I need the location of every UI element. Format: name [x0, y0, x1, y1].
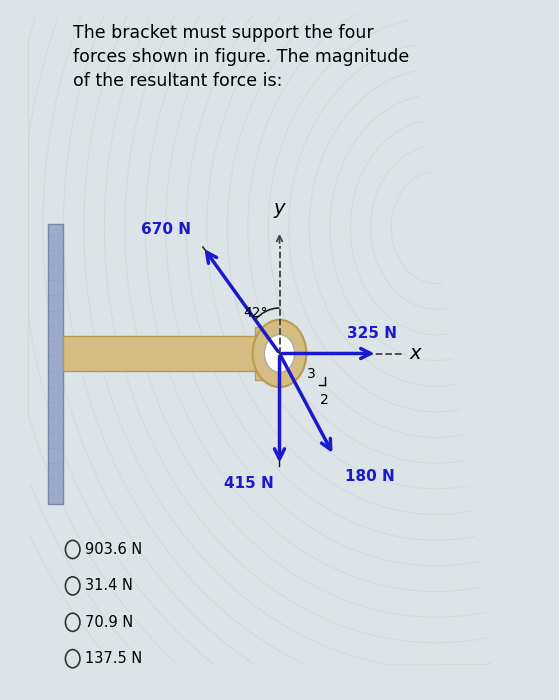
Text: 70.9 N: 70.9 N	[85, 615, 133, 630]
Text: 670 N: 670 N	[141, 222, 192, 237]
Text: y: y	[274, 199, 285, 218]
Text: 137.5 N: 137.5 N	[85, 651, 142, 666]
Text: 180 N: 180 N	[345, 469, 395, 484]
Circle shape	[253, 320, 306, 387]
Bar	[255, 328, 283, 379]
Text: 2: 2	[320, 393, 329, 407]
Text: 415 N: 415 N	[224, 475, 273, 491]
Text: 42°: 42°	[244, 306, 268, 320]
Circle shape	[264, 335, 295, 372]
Text: The bracket must support the four
forces shown in figure. The magnitude
of the r: The bracket must support the four forces…	[73, 25, 409, 90]
Text: x: x	[409, 344, 421, 363]
Text: 3: 3	[307, 368, 316, 382]
Text: 31.4 N: 31.4 N	[85, 578, 133, 594]
Text: 903.6 N: 903.6 N	[85, 542, 142, 557]
Bar	[48, 224, 63, 504]
Text: 325 N: 325 N	[347, 326, 397, 342]
Bar	[63, 336, 266, 371]
